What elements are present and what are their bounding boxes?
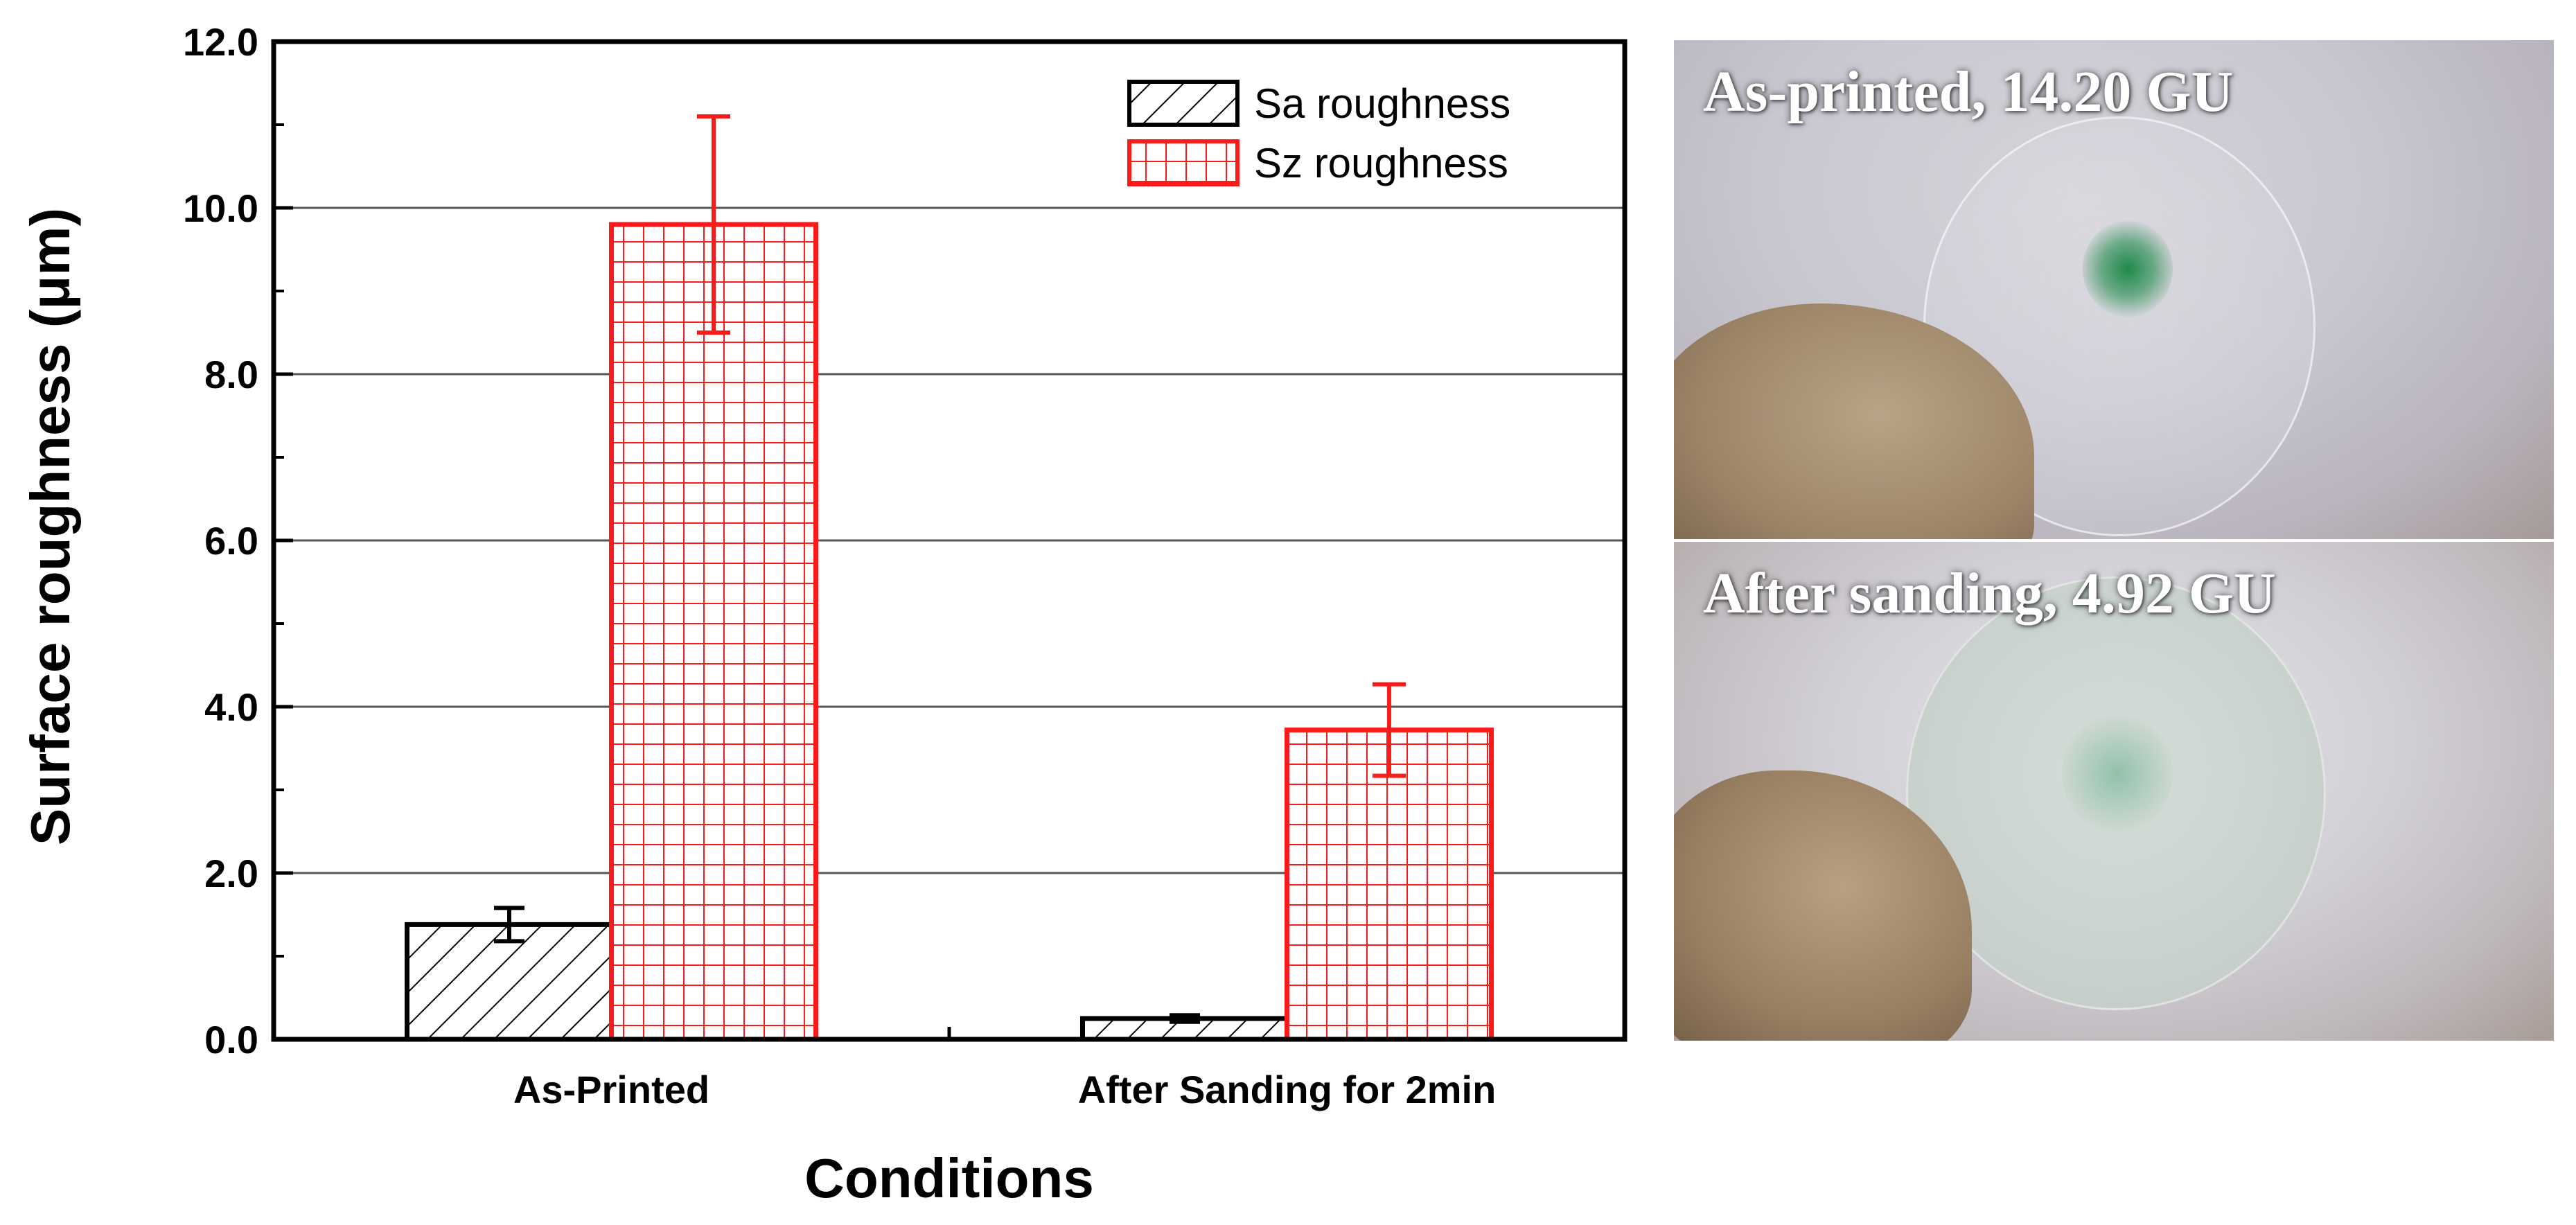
y-tick-label: 12.0 bbox=[183, 20, 258, 64]
y-tick-label: 10.0 bbox=[183, 186, 258, 230]
tick-labels: 0.0 2.0 4.0 6.0 8.0 10.0 12.0 As-Printed After S… bbox=[183, 20, 1496, 1111]
y-tick-label: 6.0 bbox=[204, 519, 258, 563]
photo-after-sanding: After sanding, 4.92 GU bbox=[1674, 542, 2554, 1041]
x-axis-title: Conditions bbox=[804, 1147, 1094, 1209]
legend-label-sa: Sa roughness bbox=[1254, 80, 1510, 127]
x-tick-label: As-Printed bbox=[513, 1068, 709, 1111]
legend-swatch-sa bbox=[1127, 80, 1240, 127]
legend: Sa roughness Sz roughness bbox=[1127, 80, 1510, 186]
green-stain bbox=[2083, 220, 2173, 317]
photo-as-printed: As-printed, 14.20 GU bbox=[1674, 40, 2554, 539]
roughness-bar-chart: 0.0 2.0 4.0 6.0 8.0 10.0 12.0 As-Printed After S… bbox=[19, 20, 1627, 1209]
legend-swatch-sz bbox=[1127, 139, 1240, 186]
y-tick-label: 8.0 bbox=[204, 353, 258, 396]
faint-green-stain bbox=[2062, 715, 2173, 833]
axes bbox=[271, 39, 1627, 1042]
bars bbox=[405, 114, 1494, 1042]
plot-frame bbox=[271, 39, 1627, 1042]
y-axis-title: Surface roughness (μm) bbox=[19, 208, 81, 845]
photo-caption: As-printed, 14.20 GU bbox=[1703, 60, 2234, 124]
y-tick-label: 4.0 bbox=[204, 685, 258, 729]
x-tick-label: After Sanding for 2min bbox=[1078, 1068, 1497, 1111]
legend-label-sz: Sz roughness bbox=[1254, 140, 1508, 186]
bar-sz-0 bbox=[609, 222, 818, 1042]
y-tick-label: 0.0 bbox=[204, 1018, 258, 1061]
bar-sz-1 bbox=[1285, 728, 1494, 1042]
photo-caption: After sanding, 4.92 GU bbox=[1703, 561, 2276, 626]
y-tick-label: 2.0 bbox=[204, 852, 258, 895]
